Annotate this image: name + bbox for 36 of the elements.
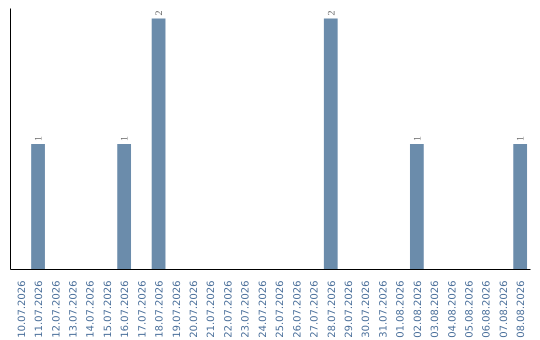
- data-label: 1: [120, 136, 131, 142]
- x-tick-label: 16.07.2026: [120, 280, 132, 338]
- x-tick-label: 06.08.2026: [482, 280, 493, 338]
- x-tick-label: 04.08.2026: [447, 280, 458, 338]
- x-tick-label: 27.07.2026: [310, 280, 321, 338]
- x-tick-label: 21.07.2026: [206, 280, 218, 338]
- x-tick-label: 18.07.2026: [154, 280, 166, 338]
- x-tick-label: 15.07.2026: [102, 280, 114, 338]
- x-tick-label: 22.07.2026: [223, 280, 234, 338]
- x-tick-label: 14.07.2026: [86, 280, 97, 338]
- x-tick-label: 28.07.2026: [326, 280, 338, 338]
- x-tick-label: 05.08.2026: [464, 280, 476, 338]
- x-tick-label: 30.07.2026: [361, 280, 372, 338]
- x-tick-label: 25.07.2026: [275, 280, 286, 338]
- x-tick-label: 26.07.2026: [292, 280, 304, 338]
- x-tick-label: 11.07.2026: [34, 280, 46, 338]
- data-label: 2: [154, 10, 166, 16]
- data-label: 1: [34, 136, 45, 142]
- x-tick-label: 23.07.2026: [240, 280, 252, 338]
- x-tick-label: 12.07.2026: [51, 280, 62, 338]
- data-label: 2: [326, 10, 338, 16]
- x-tick-label: 08.08.2026: [516, 280, 528, 338]
- x-tick-label: 03.08.2026: [430, 280, 442, 338]
- x-tick-label: 10.07.2026: [16, 280, 28, 338]
- x-tick-label: 19.07.2026: [172, 280, 183, 338]
- x-tick-label: 07.08.2026: [498, 280, 510, 338]
- x-tick-label: 20.07.2026: [189, 280, 200, 338]
- x-tick-label: 01.08.2026: [396, 280, 407, 338]
- data-label: 1: [516, 136, 527, 142]
- x-tick-label: 02.08.2026: [412, 280, 424, 338]
- x-tick-label: 24.07.2026: [258, 280, 269, 338]
- data-label: 1: [412, 136, 424, 142]
- x-tick-label: 17.07.2026: [137, 280, 148, 338]
- x-tick-label: 29.07.2026: [344, 280, 355, 338]
- x-tick-label: 31.07.2026: [378, 280, 390, 338]
- x-tick-label: 13.07.2026: [68, 280, 80, 338]
